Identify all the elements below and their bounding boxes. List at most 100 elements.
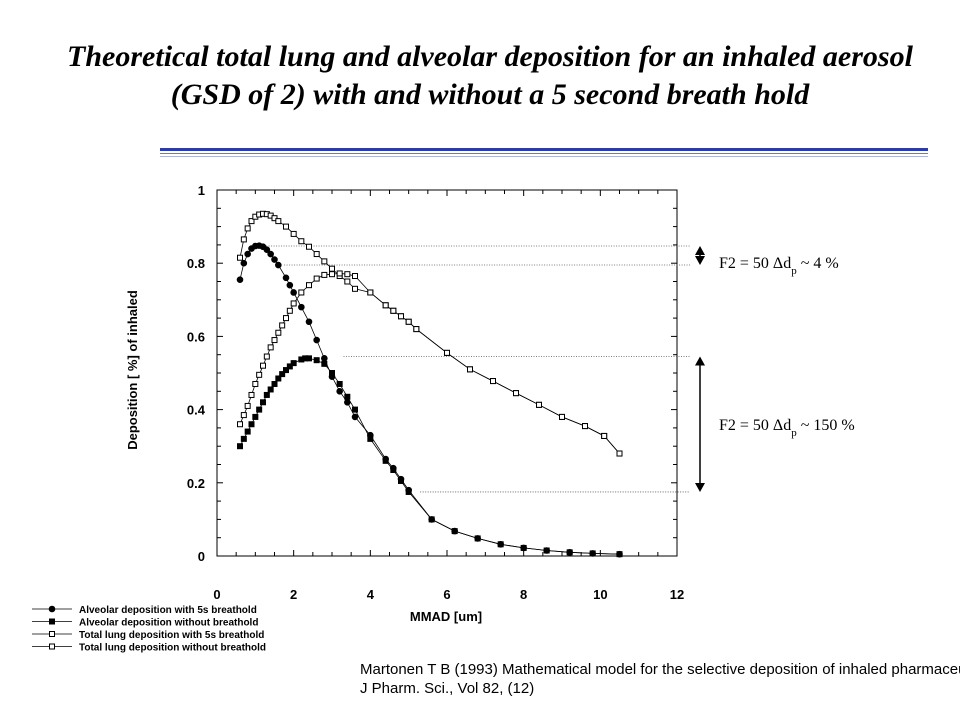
annotation-2: F2 = 50 Δdp ~ 150 % <box>695 356 855 492</box>
data-point <box>252 413 259 420</box>
data-point <box>321 258 328 265</box>
x-tick-label: 0 <box>213 587 220 602</box>
data-point <box>367 435 374 442</box>
data-point <box>616 450 623 457</box>
data-point <box>286 281 294 289</box>
data-point <box>382 302 389 309</box>
data-point <box>313 275 320 282</box>
data-point <box>283 223 289 230</box>
data-point <box>306 243 312 250</box>
chart-axes: MMAD [um] Deposition [ %] of inhaled 0 2 4… <box>125 183 684 624</box>
data-point <box>282 274 290 282</box>
x-tick-label: 8 <box>520 587 527 602</box>
data-point <box>313 251 320 258</box>
data-point <box>260 362 266 369</box>
data-point <box>352 273 358 280</box>
chart-series <box>236 210 623 558</box>
citation-line-1: Martonen T B (1993) Mathematical model f… <box>360 661 960 678</box>
data-point <box>267 250 274 258</box>
data-point <box>313 357 320 364</box>
y-tick-label: 0.8 <box>187 256 205 271</box>
series-line <box>239 272 620 454</box>
data-point <box>256 371 263 378</box>
x-tick-label: 12 <box>670 587 684 602</box>
data-point <box>244 250 251 258</box>
x-tick-label: 10 <box>593 587 607 602</box>
data-point <box>290 360 297 367</box>
title-rule-tertiary <box>160 156 928 157</box>
data-point <box>329 370 335 376</box>
data-point <box>298 238 305 245</box>
data-point <box>428 516 435 523</box>
data-point <box>344 393 351 400</box>
data-point <box>444 349 450 356</box>
y-tick-label: 1 <box>198 183 205 198</box>
data-point <box>240 435 247 442</box>
x-tick-label: 4 <box>367 587 375 602</box>
annotation-label: F2 = 50 Δdp ~ 4 % <box>719 255 839 277</box>
x-tick-label: 6 <box>443 587 450 602</box>
citation-line-2: J Pharm. Sci., Vol 82, (12) <box>360 680 535 697</box>
data-point <box>559 413 565 420</box>
x-tick-label: 2 <box>290 587 297 602</box>
title-rule <box>160 148 928 151</box>
legend-item: Alveolar deposition with 5s breathold <box>32 605 257 616</box>
legend-label: Total lung deposition without breathold <box>79 643 266 654</box>
series-line <box>239 357 620 555</box>
data-point <box>286 363 293 370</box>
data-point <box>283 315 289 322</box>
legend-label: Alveolar deposition without breathold <box>79 618 258 629</box>
data-point <box>582 423 588 430</box>
data-point <box>490 378 496 385</box>
reference-lines <box>261 245 690 493</box>
data-point <box>244 225 251 232</box>
data-point <box>267 344 274 351</box>
data-point <box>252 380 259 387</box>
data-point <box>290 300 297 307</box>
data-point <box>279 322 286 329</box>
data-point <box>390 307 397 314</box>
data-point <box>344 278 351 285</box>
title-rule-secondary <box>160 153 928 154</box>
x-axis-title: MMAD [um] <box>410 609 482 624</box>
data-point <box>236 276 244 283</box>
data-point <box>601 432 608 439</box>
data-point <box>413 326 420 333</box>
data-point <box>589 550 596 557</box>
data-point <box>279 371 286 378</box>
y-tick-label: 0 <box>198 549 205 564</box>
data-point <box>405 318 412 325</box>
annotation-1: F2 = 50 Δdp ~ 4 % <box>695 245 839 277</box>
data-point <box>267 386 274 393</box>
data-point <box>497 541 504 548</box>
data-point <box>382 457 389 464</box>
data-point <box>398 477 404 484</box>
data-point <box>260 399 266 406</box>
data-point <box>352 285 358 292</box>
chart-legend: Alveolar deposition with 5s breathold Alv… <box>32 605 266 654</box>
data-point <box>263 353 270 360</box>
data-point <box>298 289 305 296</box>
series-2 <box>237 355 623 558</box>
data-point <box>543 547 550 554</box>
data-point <box>305 318 313 326</box>
legend-label: Total lung deposition with 5s breathold <box>79 630 264 641</box>
data-point <box>313 336 320 344</box>
plot-frame <box>216 189 678 557</box>
data-point <box>616 551 623 558</box>
annotation-arrowhead-up <box>695 356 705 366</box>
data-point <box>290 289 297 296</box>
data-point <box>248 391 255 398</box>
data-point <box>240 259 248 267</box>
data-point <box>49 643 55 650</box>
data-point <box>49 631 55 637</box>
data-point <box>286 307 293 314</box>
data-point <box>263 246 271 253</box>
annotation-arrowhead-down <box>695 482 705 492</box>
legend-item: Alveolar deposition without breathold <box>32 618 258 629</box>
data-point <box>451 528 458 535</box>
data-point <box>244 428 251 435</box>
data-point <box>240 412 247 419</box>
data-point <box>336 270 343 277</box>
annotation-arrowhead-up <box>695 245 705 255</box>
